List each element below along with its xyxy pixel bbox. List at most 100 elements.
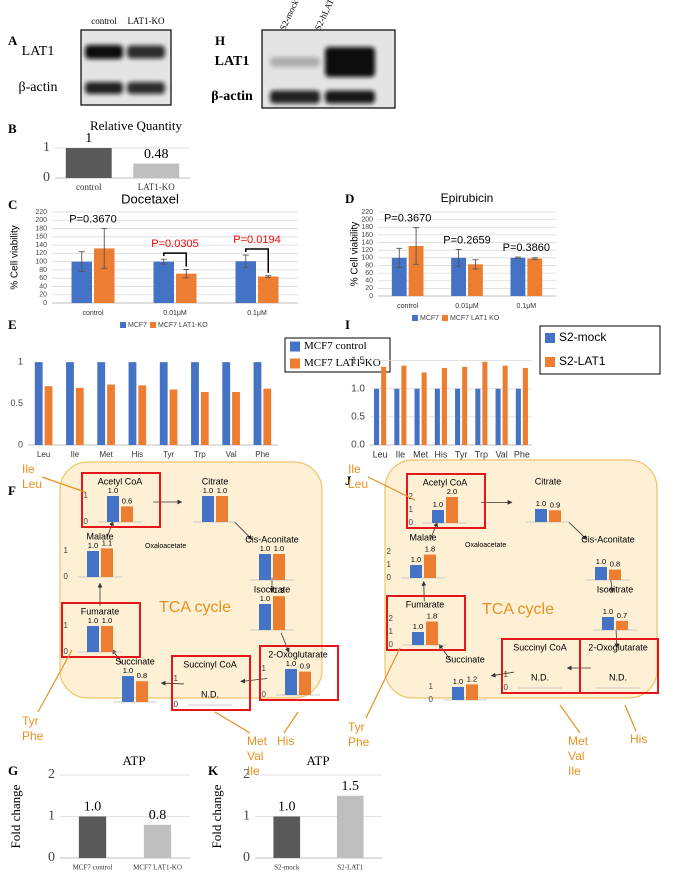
bar: [232, 392, 240, 445]
bar: [129, 362, 137, 445]
blot-lane-label: LAT1-KO: [128, 16, 165, 26]
blot-lane-label: control: [91, 16, 117, 26]
metabolite-bar: [107, 496, 119, 522]
metabolite-bar: [273, 554, 285, 580]
bar: [462, 367, 467, 445]
metabolite-bar: [259, 604, 271, 630]
mini-tick-label: 0: [429, 695, 434, 704]
metabolite-bar: [136, 681, 148, 702]
y-tick-label: 0.5: [10, 398, 23, 408]
metabolite-name: Isocitrate: [254, 584, 291, 594]
blot-band: [127, 46, 165, 59]
metabolite-value: 1.0: [102, 616, 112, 625]
bar: [337, 796, 364, 858]
callout-text: His: [630, 732, 647, 746]
metabolite-bar: [410, 565, 422, 578]
value-label: 1: [85, 131, 92, 146]
y-tick-label: 200: [35, 217, 47, 224]
x-tick-label: Tyr: [163, 450, 174, 459]
y-tick-label: 180: [35, 225, 47, 232]
panel-label: C: [8, 197, 17, 212]
blot-row-label: β-actin: [19, 80, 58, 95]
bar: [263, 389, 271, 445]
metabolite-value: 1.0: [260, 594, 270, 603]
metabolite-value: 1.0: [411, 555, 421, 564]
x-tick-label: His: [132, 450, 144, 459]
bar: [496, 389, 501, 445]
metabolite-value: 1.0: [88, 616, 98, 625]
mini-tick-label: 2: [389, 614, 394, 623]
callout-text: Met: [568, 734, 589, 748]
metabolite-name: 2-Oxoglutarate: [268, 649, 328, 659]
panel-label: A: [8, 33, 18, 48]
y-tick-label: 1.0: [351, 383, 365, 394]
legend-swatch: [442, 315, 448, 321]
x-tick-label: control: [76, 182, 102, 192]
blot-band: [325, 47, 375, 77]
metabolite-value: 1.3: [274, 586, 284, 595]
metabolite-value: 1.0: [203, 486, 213, 495]
mini-tick-label: 0: [174, 700, 179, 709]
bar: [97, 362, 105, 445]
value-label: 1.0: [278, 800, 296, 815]
metabolite-bar: [121, 506, 133, 522]
callout-text: Met: [247, 734, 268, 748]
bar: [435, 389, 440, 445]
mini-tick-label: 0: [387, 573, 392, 582]
y-tick-label: 60: [365, 270, 373, 277]
mini-tick-label: 1: [174, 674, 179, 683]
bar: [201, 392, 209, 445]
x-tick-label: Leu: [373, 449, 388, 459]
oxaloacetate-label: Oxaloacetate: [145, 543, 186, 550]
metabolite-bar: [299, 672, 311, 695]
mini-tick-label: 0: [389, 640, 394, 649]
metabolite-value: 1.0: [286, 659, 296, 668]
value-label: 0.48: [144, 147, 169, 162]
mini-tick-label: 1: [64, 621, 69, 630]
blot-row-label: LAT1: [215, 54, 250, 69]
y-tick-label: 40: [365, 278, 373, 285]
bar: [170, 389, 178, 445]
metabolite-bar: [535, 509, 547, 522]
y-tick-label: 80: [365, 262, 373, 269]
y-axis-label: % Cell viability: [350, 222, 361, 286]
metabolite-value: 1.0: [453, 677, 463, 686]
y-tick-label: 100: [35, 258, 47, 265]
tca-title: TCA cycle: [482, 601, 554, 618]
callout-pointer: [215, 712, 250, 733]
metabolite-value: 1.0: [536, 499, 546, 508]
metabolite-value: 0.6: [122, 496, 132, 505]
metabolite-bar: [101, 626, 113, 652]
mini-tick-label: 2: [387, 547, 392, 556]
mini-tick-label: 1: [389, 627, 394, 636]
x-tick-label: 0.1μM: [247, 310, 267, 317]
metabolite-bar: [616, 621, 628, 630]
x-tick-label: control: [397, 303, 418, 310]
bar: [394, 389, 399, 445]
legend-swatch: [290, 359, 300, 369]
bar: [254, 362, 262, 445]
blot-lane-label: S2-hLAT1: [313, 0, 338, 32]
mini-tick-label: 1: [84, 491, 89, 500]
tca-title: TCA cycle: [159, 599, 231, 616]
bar: [422, 372, 427, 445]
x-tick-label: Leu: [37, 450, 50, 459]
metabolite-value: 1.1: [102, 538, 112, 547]
metabolite-value: 1.0: [123, 666, 133, 675]
y-tick-label: 220: [35, 209, 47, 216]
metabolite-name: Succinyl CoA: [183, 659, 237, 669]
legend-label: MCF7: [420, 315, 439, 322]
metabolite-value: 1.0: [217, 486, 227, 495]
legend-label: S2-mock: [559, 330, 607, 344]
mini-tick-label: 0: [64, 572, 69, 581]
chart-title: Epirubicin: [441, 191, 494, 205]
callout-text: Ile: [348, 462, 361, 476]
x-tick-label: Val: [495, 449, 507, 459]
bar: [154, 262, 175, 303]
p-value: P=0.0194: [233, 234, 280, 246]
metabolite-name: Cis-Aconitate: [245, 534, 299, 544]
y-tick-label: 0: [369, 293, 373, 300]
legend-swatch: [150, 322, 156, 328]
bar: [415, 389, 420, 445]
y-tick-label: 1: [43, 140, 50, 155]
